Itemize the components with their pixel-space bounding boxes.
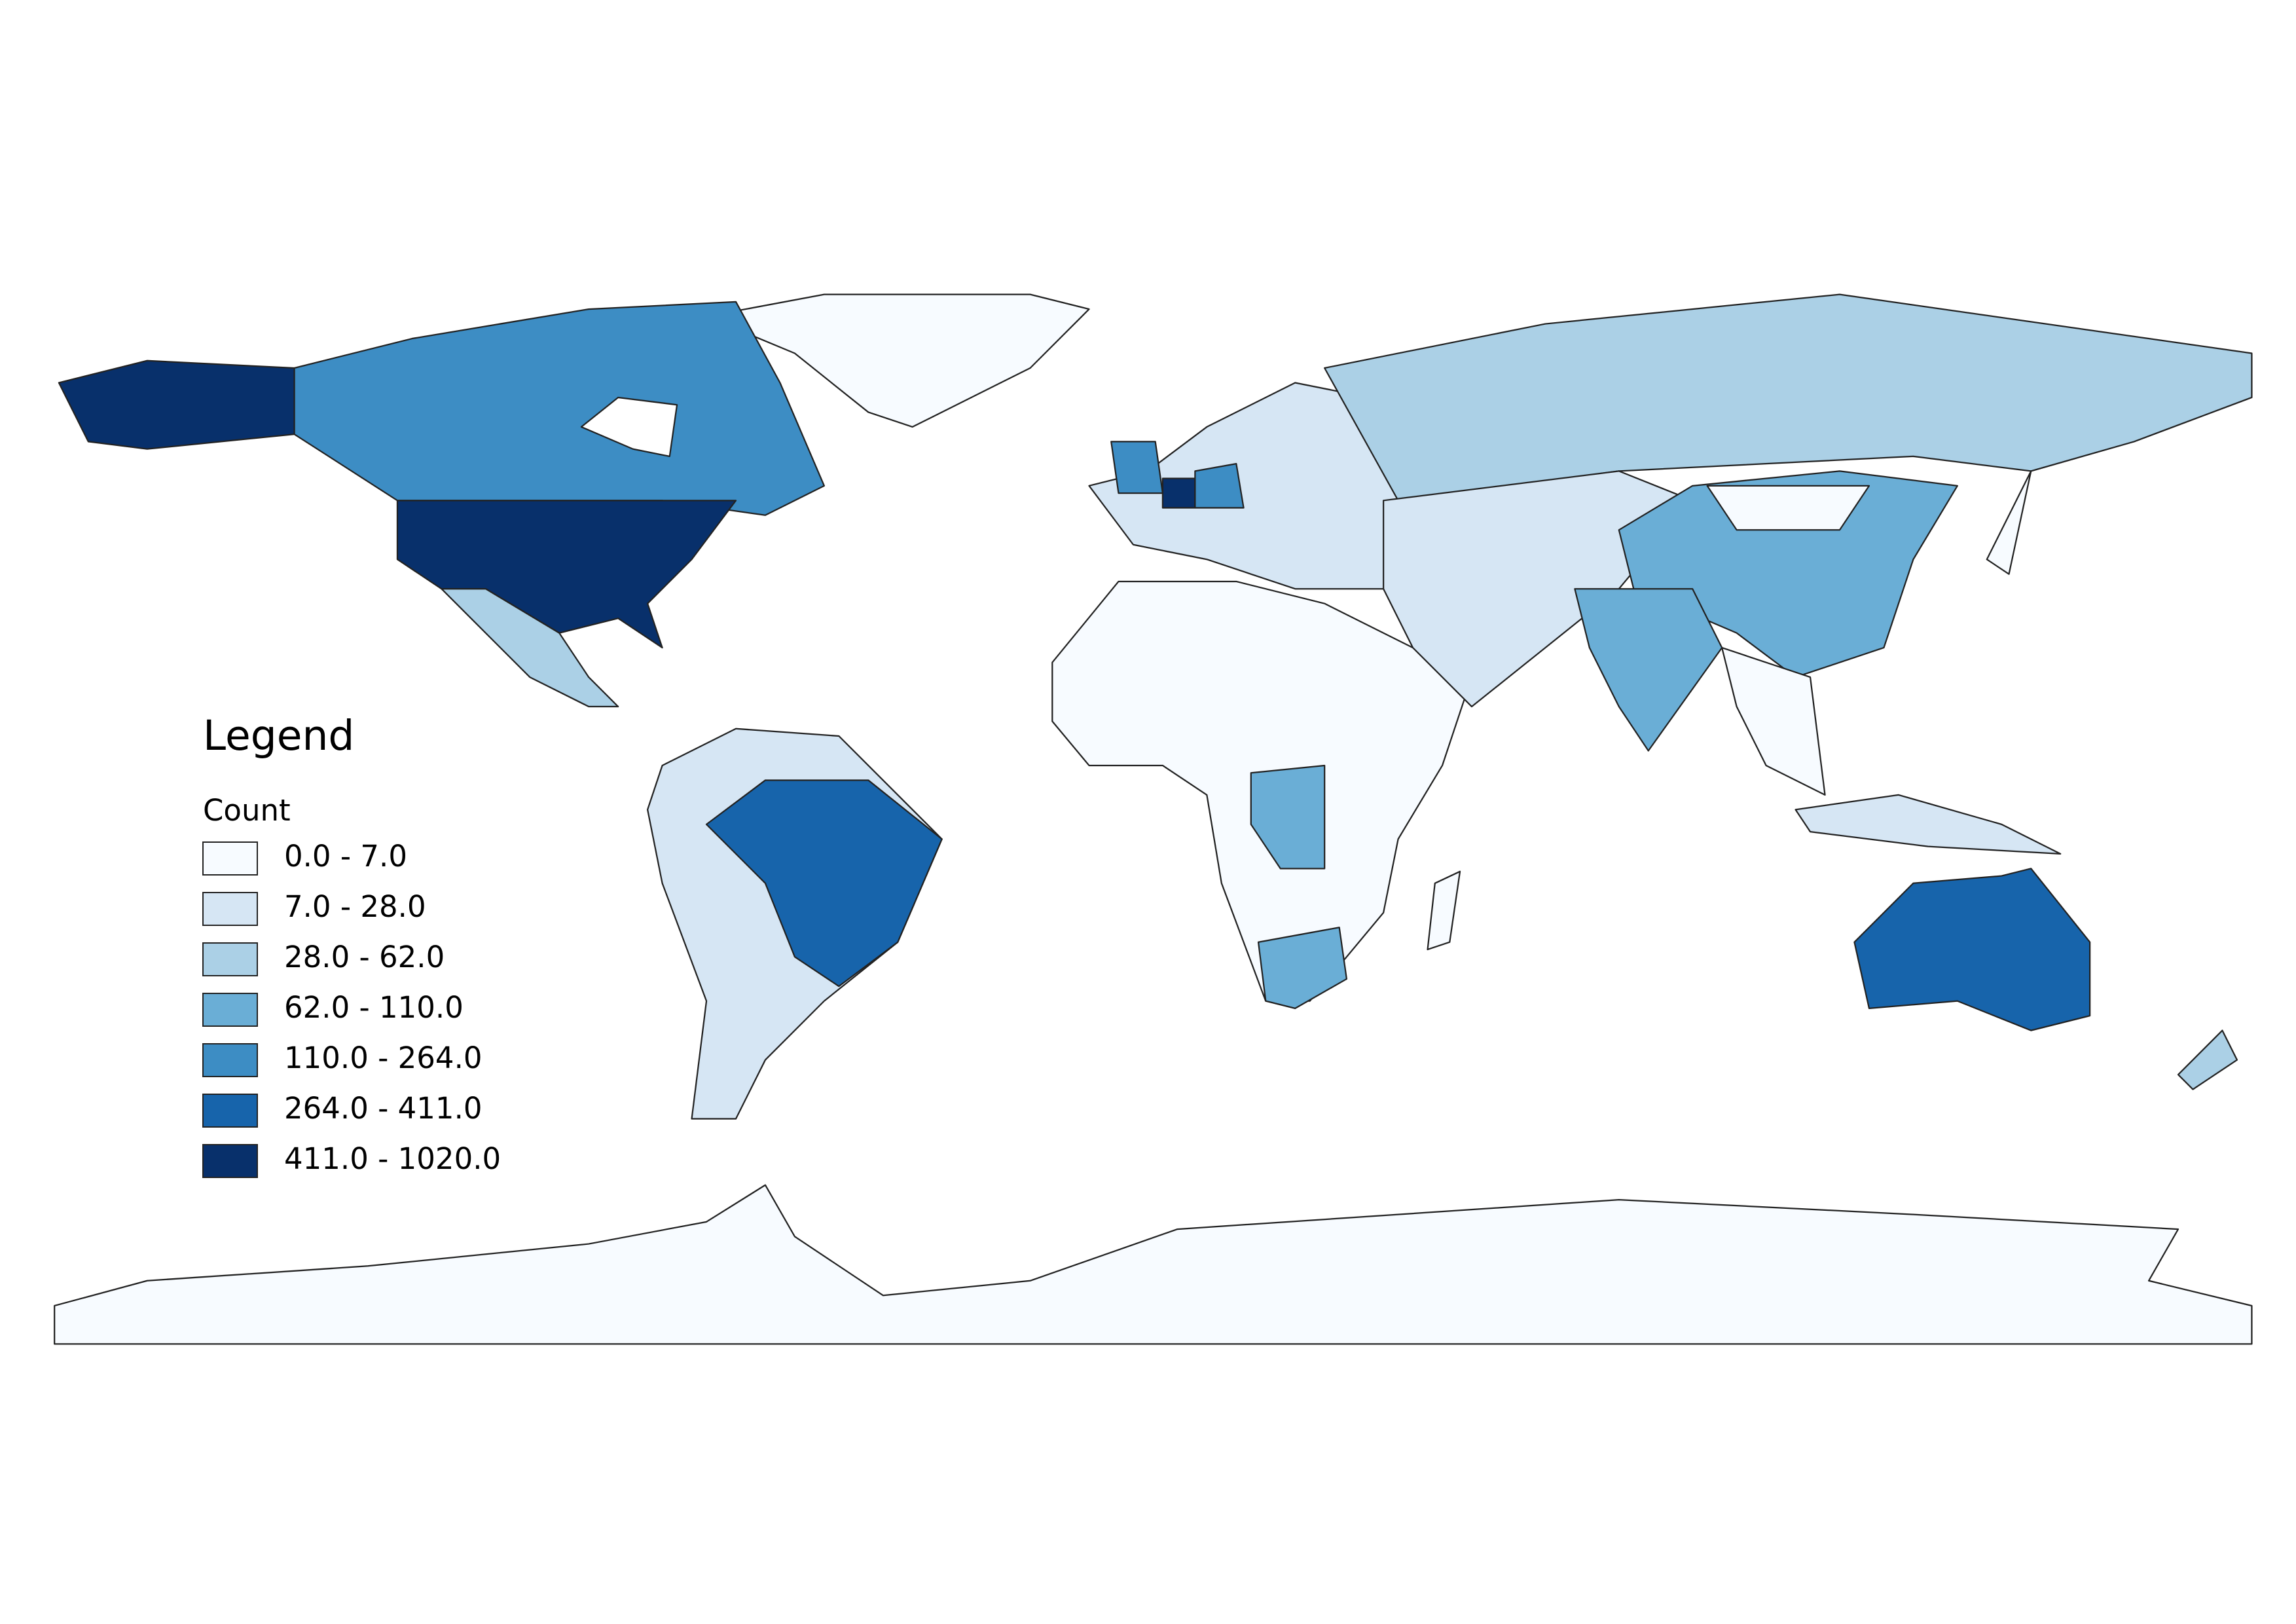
australia xyxy=(1853,868,2091,1031)
southeast-asia xyxy=(1721,646,1826,796)
legend-label: 411.0 - 1020.0 xyxy=(284,1141,501,1176)
legend-swatch xyxy=(202,892,258,926)
legend-label: 0.0 - 7.0 xyxy=(284,839,407,874)
canada xyxy=(293,301,826,516)
world-map xyxy=(54,293,2253,1345)
legend-swatch xyxy=(202,942,258,976)
alaska xyxy=(58,360,295,450)
middle-east xyxy=(1382,470,1694,708)
japan xyxy=(1986,470,2032,575)
south-africa xyxy=(1257,927,1348,1010)
mexico xyxy=(441,588,619,708)
madagascar xyxy=(1427,870,1461,951)
france xyxy=(1161,477,1196,509)
legend-swatch xyxy=(202,1094,258,1128)
legend-label: 110.0 - 264.0 xyxy=(284,1041,483,1075)
legend-label: 264.0 - 411.0 xyxy=(284,1091,483,1126)
indonesia xyxy=(1795,794,2062,855)
legend-label: 62.0 - 110.0 xyxy=(284,990,464,1025)
legend-label: 28.0 - 62.0 xyxy=(284,940,445,974)
antarctica xyxy=(54,1184,2253,1345)
new-zealand xyxy=(2177,1029,2238,1090)
legend-swatch xyxy=(202,1144,258,1178)
legend-swatch xyxy=(202,1043,258,1077)
legend-field: Count xyxy=(203,793,291,828)
india xyxy=(1574,588,1723,752)
legend-swatch xyxy=(202,993,258,1027)
legend: Legend Count 0.0 - 7.0 7.0 - 28.0 28.0 - 6… xyxy=(202,712,501,1178)
hudson-bay xyxy=(580,396,678,458)
legend-swatch xyxy=(202,841,258,876)
dr-congo xyxy=(1250,764,1326,870)
legend-label: 7.0 - 28.0 xyxy=(284,889,426,924)
germany xyxy=(1194,462,1245,509)
united-kingdom xyxy=(1110,441,1164,494)
legend-title: Legend xyxy=(203,712,354,760)
greenland xyxy=(705,293,1090,428)
mongolia xyxy=(1706,485,1870,531)
brazil xyxy=(705,779,943,987)
usa xyxy=(396,500,737,649)
